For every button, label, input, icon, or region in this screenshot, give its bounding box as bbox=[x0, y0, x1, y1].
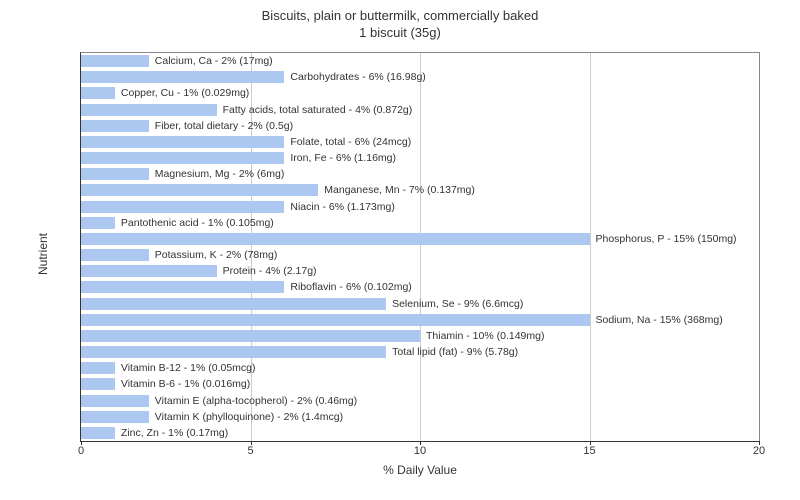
bar-label: Fatty acids, total saturated - 4% (0.872… bbox=[223, 104, 413, 116]
bar-label: Thiamin - 10% (0.149mg) bbox=[426, 330, 544, 342]
x-tick-label: 10 bbox=[414, 445, 426, 457]
gridline bbox=[590, 53, 591, 441]
x-tick-label: 20 bbox=[753, 445, 765, 457]
title-line2: 1 biscuit (35g) bbox=[359, 25, 441, 40]
x-tick-label: 0 bbox=[78, 445, 84, 457]
bar-label: Sodium, Na - 15% (368mg) bbox=[596, 314, 723, 326]
bar bbox=[81, 362, 115, 374]
bar bbox=[81, 395, 149, 407]
bar-label: Pantothenic acid - 1% (0.105mg) bbox=[121, 217, 274, 229]
bar bbox=[81, 184, 318, 196]
bar-label: Riboflavin - 6% (0.102mg) bbox=[290, 281, 411, 293]
plot-area: Nutrient % Daily Value 05101520Calcium, … bbox=[80, 52, 760, 442]
bar bbox=[81, 330, 420, 342]
bar bbox=[81, 55, 149, 67]
bar bbox=[81, 104, 217, 116]
x-tick-label: 5 bbox=[247, 445, 253, 457]
bar bbox=[81, 152, 284, 164]
title-line1: Biscuits, plain or buttermilk, commercia… bbox=[262, 8, 539, 23]
bar-label: Vitamin B-12 - 1% (0.05mcg) bbox=[121, 362, 256, 374]
bar-label: Selenium, Se - 9% (6.6mcg) bbox=[392, 298, 523, 310]
bar-label: Fiber, total dietary - 2% (0.5g) bbox=[155, 120, 293, 132]
bar bbox=[81, 249, 149, 261]
bar-label: Vitamin K (phylloquinone) - 2% (1.4mcg) bbox=[155, 411, 343, 423]
bar-label: Copper, Cu - 1% (0.029mg) bbox=[121, 87, 249, 99]
bar-label: Manganese, Mn - 7% (0.137mg) bbox=[324, 184, 475, 196]
bar bbox=[81, 87, 115, 99]
bar bbox=[81, 427, 115, 439]
bar-label: Phosphorus, P - 15% (150mg) bbox=[596, 233, 737, 245]
bar-label: Carbohydrates - 6% (16.98g) bbox=[290, 71, 425, 83]
chart-title: Biscuits, plain or buttermilk, commercia… bbox=[0, 0, 800, 42]
bar bbox=[81, 120, 149, 132]
x-tick-label: 15 bbox=[583, 445, 595, 457]
bar bbox=[81, 168, 149, 180]
bar-label: Potassium, K - 2% (78mg) bbox=[155, 249, 278, 261]
bar-label: Vitamin B-6 - 1% (0.016mg) bbox=[121, 378, 250, 390]
bar bbox=[81, 71, 284, 83]
bar bbox=[81, 281, 284, 293]
bar-label: Folate, total - 6% (24mcg) bbox=[290, 136, 411, 148]
bar-label: Magnesium, Mg - 2% (6mg) bbox=[155, 168, 285, 180]
gridline bbox=[420, 53, 421, 441]
bar-label: Iron, Fe - 6% (1.16mg) bbox=[290, 152, 396, 164]
bar-label: Protein - 4% (2.17g) bbox=[223, 265, 317, 277]
bar bbox=[81, 378, 115, 390]
bar-label: Vitamin E (alpha-tocopherol) - 2% (0.46m… bbox=[155, 395, 357, 407]
bar bbox=[81, 201, 284, 213]
bar-label: Total lipid (fat) - 9% (5.78g) bbox=[392, 346, 518, 358]
bar bbox=[81, 136, 284, 148]
bar bbox=[81, 265, 217, 277]
bar bbox=[81, 217, 115, 229]
bar bbox=[81, 314, 590, 326]
bar bbox=[81, 346, 386, 358]
nutrient-chart: Biscuits, plain or buttermilk, commercia… bbox=[0, 0, 800, 500]
bar bbox=[81, 411, 149, 423]
bar-label: Niacin - 6% (1.173mg) bbox=[290, 201, 394, 213]
bar-label: Calcium, Ca - 2% (17mg) bbox=[155, 55, 273, 67]
bar bbox=[81, 298, 386, 310]
bar-label: Zinc, Zn - 1% (0.17mg) bbox=[121, 427, 228, 439]
y-axis-label: Nutrient bbox=[36, 233, 50, 275]
x-axis-label: % Daily Value bbox=[383, 463, 457, 477]
bar bbox=[81, 233, 590, 245]
